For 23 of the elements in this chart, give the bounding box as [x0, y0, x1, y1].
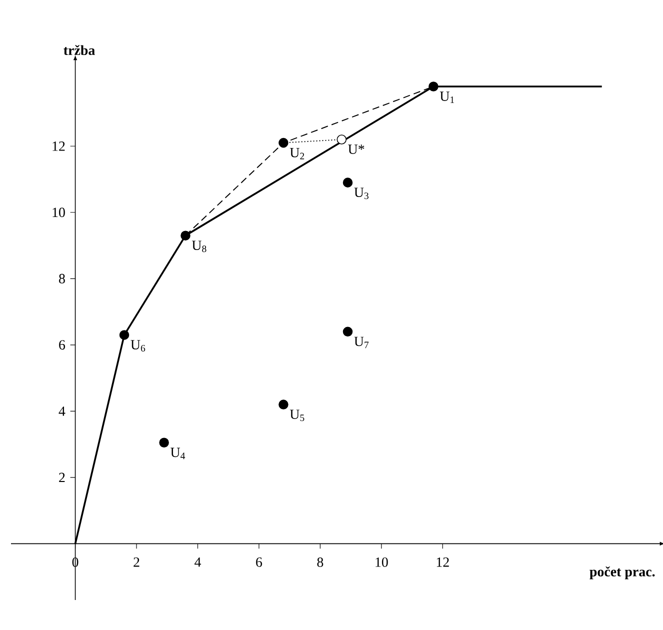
- annotation: U*: [348, 144, 364, 154]
- x-tick-label: 10: [376, 557, 388, 567]
- y-axis-title: tržba: [64, 45, 95, 56]
- y-tick-label: 6: [59, 340, 66, 350]
- x-axis-title: počet prac.: [590, 566, 655, 580]
- y-tick-label: 12: [52, 142, 65, 151]
- annotation: U$_{4}$: [170, 448, 186, 460]
- annotation: U$_{6}$: [130, 340, 146, 352]
- y-tick-label: 10: [52, 208, 65, 218]
- x-tick-label: 8: [317, 557, 324, 567]
- annotation: U$_{5}$: [290, 410, 304, 422]
- annotation: U$_{7}$: [354, 336, 369, 348]
- x-tick-label: 2: [134, 557, 140, 567]
- x-tick-label: 4: [194, 557, 202, 567]
- annotation: U$_{8}$: [192, 240, 206, 252]
- y-tick-label: 2: [59, 472, 65, 482]
- y-tick-label: 4: [58, 406, 66, 416]
- y-tick-label: 8: [59, 274, 65, 284]
- annotation: U$_{1}$: [440, 92, 454, 103]
- annotation: U$_{2}$: [290, 148, 304, 160]
- x-tick-label: 12: [436, 557, 449, 567]
- x-tick-label: 6: [256, 557, 262, 567]
- annotation: U$_{3}$: [354, 188, 368, 200]
